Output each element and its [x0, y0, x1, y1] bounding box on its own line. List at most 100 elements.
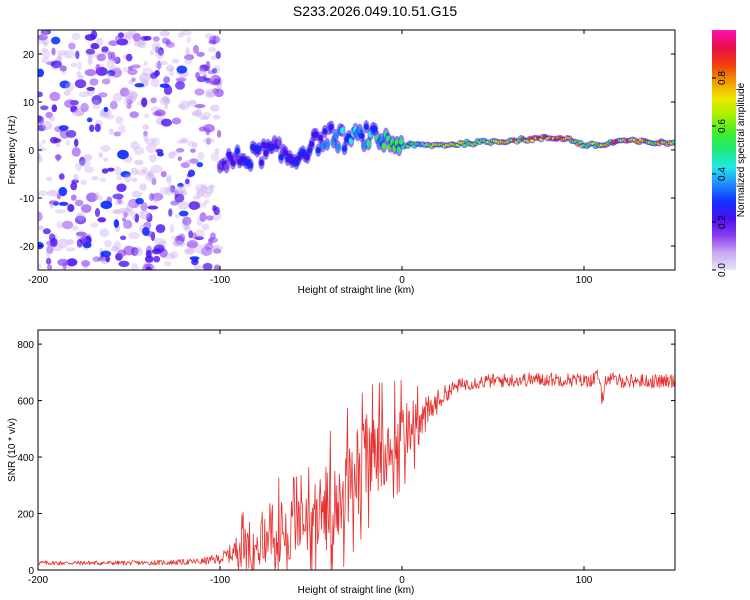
spectrogram-cell: [85, 48, 96, 55]
spectrogram-cell: [150, 77, 160, 88]
spectrogram-cell: [169, 67, 174, 77]
spectrogram-cell: [150, 97, 157, 104]
spectrogram-cell: [176, 139, 188, 144]
spectrogram-cell: [171, 117, 182, 125]
spectrogram-cell: [134, 159, 144, 166]
spectrogram-cell: [45, 111, 53, 119]
spectrogram-cell: [67, 203, 75, 213]
spectrogram-cell: [187, 99, 197, 105]
spectrogram-cell: [133, 40, 146, 47]
spectrogram-cell: [216, 84, 223, 90]
spectrogram-cell: [143, 130, 148, 137]
spectrogram-cell: [134, 213, 140, 223]
spectrogram-cells: [38, 30, 675, 270]
spectrogram-cell: [151, 136, 160, 147]
spectrogram-cell: [212, 205, 217, 212]
spectrogram-cell: [45, 257, 52, 265]
colorbar-tick-label: 0.4: [717, 167, 728, 181]
spectrogram-cell: [75, 231, 87, 237]
spectrogram-cell: [359, 132, 365, 140]
spectrogram-cell: [41, 57, 50, 64]
spectrogram-cell: [118, 260, 130, 268]
spectrogram-cell: [180, 162, 190, 169]
spectrogram-cell: [41, 139, 46, 144]
spectrogram-cell: [143, 60, 148, 67]
spectrogram-x-ticks: -200 -100 0 100: [28, 30, 593, 286]
spectrogram-cell: [235, 147, 240, 155]
spectrogram-cell: [121, 217, 126, 222]
spectrogram-cell: [139, 183, 147, 191]
spectrogram-cell: [114, 199, 125, 206]
spectrogram-cell: [129, 111, 139, 119]
spectrogram-cell: [205, 215, 214, 221]
spectrogram-cell: [109, 65, 121, 72]
spectrogram-cell: [194, 244, 207, 255]
spectrogram-cell: [45, 176, 53, 182]
spectrogram-cell: [79, 160, 92, 168]
spectrogram-y-ticks: -20 -10 0 10 20: [20, 50, 675, 253]
spectrogram-cell: [120, 235, 127, 241]
spectrogram-cell: [99, 228, 110, 238]
spectrogram-cell: [159, 61, 168, 66]
snr-frame: [37, 329, 676, 571]
y-tick-label: 10: [23, 98, 35, 109]
spectrogram-cell: [188, 201, 201, 210]
spectrogram-cell: [207, 249, 213, 255]
spectrogram-cell: [42, 228, 51, 235]
spectrogram-cell: [195, 184, 204, 191]
spectrogram-cell: [107, 167, 115, 172]
spectrogram-cell: [56, 154, 61, 162]
spectrogram-cell: [200, 185, 209, 193]
spectrogram-cell: [54, 209, 66, 214]
spectrogram-cell: [174, 213, 180, 219]
spectrogram-cell: [97, 92, 108, 98]
spectrogram-cell: [38, 262, 42, 269]
spectrogram-cell: [207, 47, 217, 53]
spectrogram-cell: [145, 173, 156, 182]
spectrogram-cell: [324, 140, 330, 148]
spectrogram-cell: [71, 147, 81, 157]
spectrogram-cell: [94, 207, 101, 218]
snr-series-line: [38, 369, 675, 570]
spectrogram-cell: [145, 143, 157, 154]
spectrogram-cell: [96, 53, 106, 62]
spectrogram-cell: [178, 210, 189, 217]
figure-title: S233.2026.049.10.51.G15: [293, 3, 457, 19]
spectrogram-cell: [157, 47, 164, 56]
spectrogram-cell: [202, 186, 213, 195]
spectrogram-cell: [130, 167, 139, 175]
y-tick-label: 400: [17, 453, 34, 464]
spectrogram-cell: [123, 219, 133, 229]
spectrogram-cell: [100, 145, 111, 152]
snr-y-axis-label: SNR (10 * v/v): [7, 418, 18, 482]
spectrogram-cell: [84, 69, 97, 77]
spectrogram-cell: [169, 185, 176, 193]
spectrogram-cell: [143, 113, 150, 119]
spectrogram-cell: [199, 212, 207, 222]
spectrogram-cell: [86, 192, 98, 203]
spectrogram-cell: [149, 72, 158, 79]
spectrogram-cell: [192, 257, 198, 263]
spectrogram-cell: [92, 99, 101, 110]
spectrogram-cell: [94, 123, 101, 133]
spectrogram-cell: [335, 143, 341, 151]
spectrogram-cell: [63, 90, 71, 97]
spectrogram-cell: [154, 61, 163, 70]
spectrogram-cell: [175, 77, 187, 82]
spectrogram-cell: [175, 80, 186, 90]
y-tick-label: 600: [17, 397, 34, 408]
spectrogram-cell: [194, 88, 205, 96]
spectrogram-cell: [213, 264, 221, 270]
spectrogram-cell: [577, 140, 583, 144]
spectrogram-cell: [106, 72, 112, 81]
spectrogram-cell: [135, 197, 144, 205]
spectrogram-cell: [90, 42, 100, 50]
spectrogram-cell: [205, 91, 216, 99]
spectrogram-cell: [172, 239, 182, 247]
colorbar-tick-label: 0.8: [717, 71, 728, 85]
spectrogram-cell: [58, 186, 68, 197]
spectrogram-cell: [210, 152, 220, 162]
spectrogram-cell: [143, 35, 152, 41]
spectrogram-cell: [57, 53, 63, 62]
